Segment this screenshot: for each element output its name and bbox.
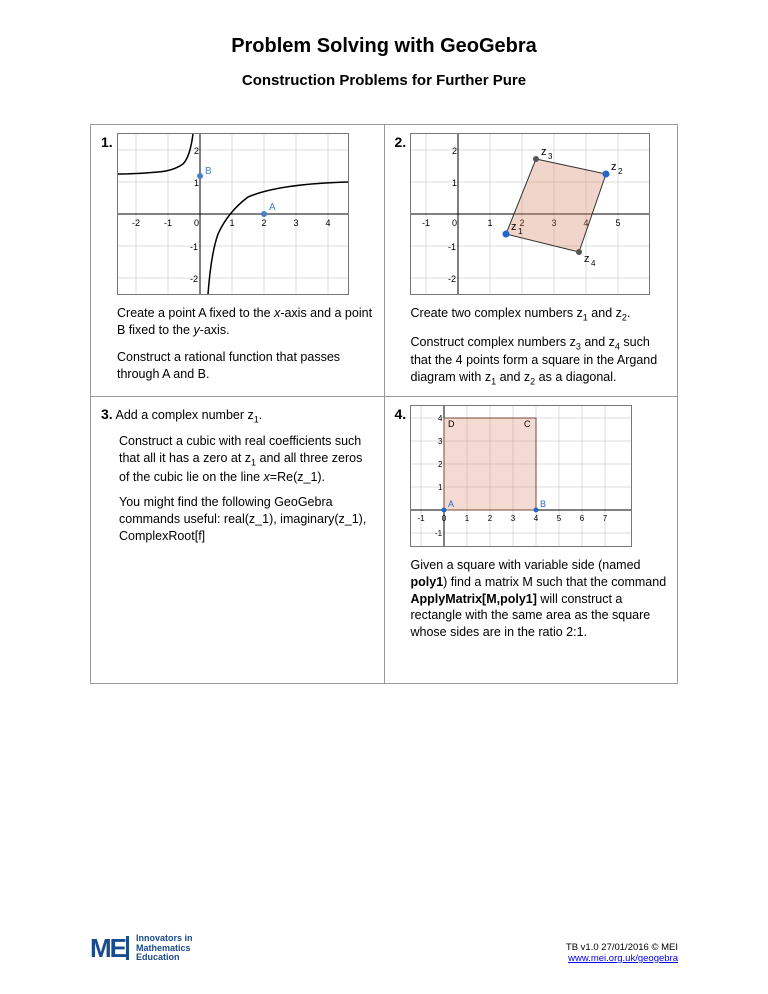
cell-2: 2. -1 0 1 2 3 <box>384 125 678 397</box>
svg-text:1: 1 <box>194 178 199 188</box>
cell-3-text: Construct a cubic with real coefficients… <box>119 433 374 485</box>
svg-text:z: z <box>541 146 547 158</box>
svg-text:5: 5 <box>557 514 562 523</box>
cell-1: 1. -2 -1 0 1 2 <box>91 125 385 397</box>
svg-text:-2: -2 <box>190 274 198 284</box>
cell-2-text2: Construct complex numbers z3 and z4 such… <box>411 334 668 388</box>
svg-text:4: 4 <box>438 414 443 423</box>
svg-text:3: 3 <box>548 152 553 161</box>
svg-text:B: B <box>205 166 212 177</box>
svg-text:2: 2 <box>488 514 493 523</box>
link[interactable]: www.mei.org.uk/geogebra <box>568 953 678 964</box>
svg-text:6: 6 <box>580 514 585 523</box>
svg-text:0: 0 <box>452 218 457 228</box>
svg-text:-1: -1 <box>418 514 426 523</box>
svg-text:1: 1 <box>438 483 443 492</box>
footer: ME Innovators in Mathematics Education T… <box>90 933 678 964</box>
svg-text:-1: -1 <box>190 242 198 252</box>
svg-text:z: z <box>511 221 517 233</box>
svg-text:2: 2 <box>618 167 623 176</box>
svg-text:4: 4 <box>591 259 596 268</box>
page-subtitle: Construction Problems for Further Pure <box>90 72 678 89</box>
svg-text:z: z <box>611 161 617 173</box>
svg-text:A: A <box>269 202 276 213</box>
svg-text:-1: -1 <box>164 218 172 228</box>
svg-text:1: 1 <box>465 514 470 523</box>
problem-number: 1. <box>101 133 113 152</box>
problem-number: 2. <box>395 133 407 152</box>
mei-logo: ME Innovators in Mathematics Education <box>90 933 193 964</box>
cell-3: 3. Add a complex number z1. Construct a … <box>91 396 385 683</box>
svg-text:7: 7 <box>603 514 608 523</box>
chart-2: -1 0 1 2 3 4 5 21 -1-2 z1 z2 <box>410 133 650 295</box>
svg-text:z: z <box>584 253 590 265</box>
svg-text:2: 2 <box>261 218 266 228</box>
svg-text:1: 1 <box>452 178 457 188</box>
page-title: Problem Solving with GeoGebra <box>90 35 678 58</box>
page: Problem Solving with GeoGebra Constructi… <box>0 0 768 994</box>
svg-text:3: 3 <box>293 218 298 228</box>
svg-text:0: 0 <box>194 218 199 228</box>
svg-text:0: 0 <box>442 514 447 523</box>
svg-text:-1: -1 <box>422 218 430 228</box>
svg-text:1: 1 <box>488 218 493 228</box>
svg-text:-1: -1 <box>435 529 443 538</box>
svg-text:1: 1 <box>518 227 523 236</box>
tagline: Innovators in Mathematics Education <box>136 934 193 964</box>
credits: TB v1.0 27/01/2016 © MEI www.mei.org.uk/… <box>566 942 678 964</box>
svg-text:-1: -1 <box>448 242 456 252</box>
svg-text:B: B <box>540 499 546 509</box>
svg-text:-2: -2 <box>448 274 456 284</box>
problem-number: 3. <box>101 406 113 422</box>
chart-1: -2 -1 0 1 2 3 4 2 1 -1 -2 <box>117 133 349 295</box>
svg-text:4: 4 <box>534 514 539 523</box>
cell-1-text: Create a point A fixed to the x-axis and… <box>117 305 374 339</box>
problem-grid: 1. -2 -1 0 1 2 <box>90 124 678 684</box>
cell-4-text: Given a square with variable side (named… <box>411 557 668 641</box>
svg-text:5: 5 <box>616 218 621 228</box>
svg-text:A: A <box>448 499 454 509</box>
problem-number: 4. <box>395 405 407 424</box>
cell-4: 4. -1 0 <box>384 396 678 683</box>
svg-text:2: 2 <box>194 146 199 156</box>
svg-text:C: C <box>524 419 531 429</box>
svg-text:3: 3 <box>511 514 516 523</box>
svg-text:2: 2 <box>438 460 443 469</box>
svg-text:4: 4 <box>325 218 330 228</box>
svg-text:3: 3 <box>438 437 443 446</box>
cell-2-text: Create two complex numbers z1 and z2. <box>411 305 668 324</box>
cell-1-text2: Construct a rational function that passe… <box>117 349 374 383</box>
svg-text:-2: -2 <box>132 218 140 228</box>
svg-text:2: 2 <box>452 146 457 156</box>
chart-4: -1 0 1 2 3 4 5 6 7 4 3 2 1 -1 A B <box>410 405 632 547</box>
svg-text:D: D <box>448 419 455 429</box>
cell-3-text2: You might find the following GeoGebra co… <box>119 494 374 545</box>
svg-text:1: 1 <box>229 218 234 228</box>
